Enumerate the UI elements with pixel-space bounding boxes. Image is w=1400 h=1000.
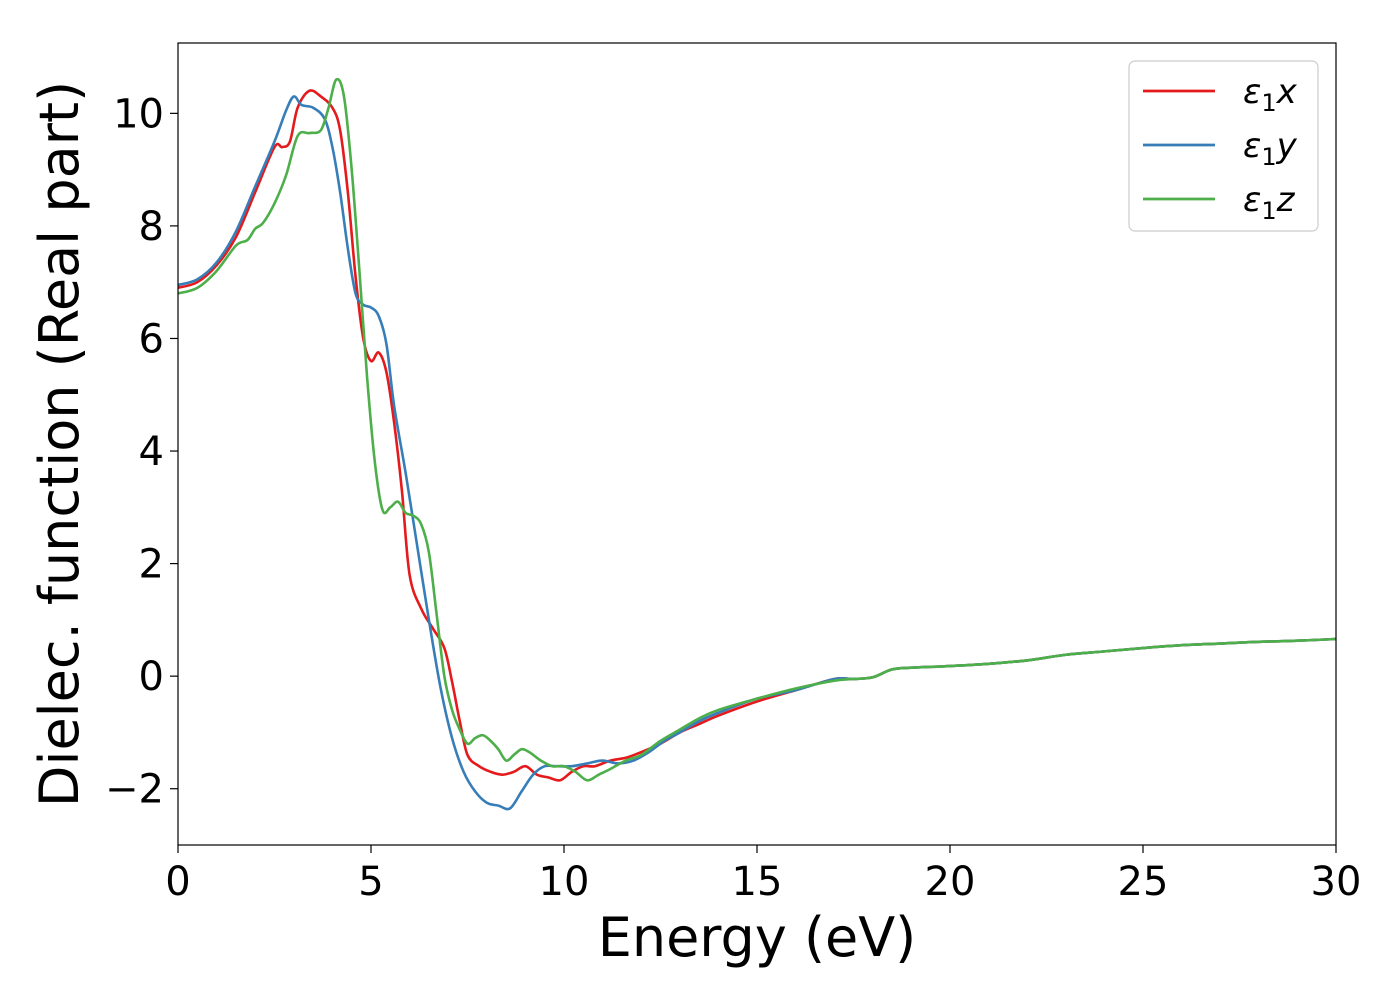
series-layer <box>178 77 1336 811</box>
x-tick-label: 0 <box>165 859 190 905</box>
x-tick-label: 20 <box>925 859 976 905</box>
y-tick-label: 10 <box>113 91 164 137</box>
legend-item-x: ε1x <box>1143 72 1298 117</box>
x-tick-label: 30 <box>1311 859 1362 905</box>
legend-label: ε1z <box>1243 180 1296 225</box>
x-tick-label: 15 <box>732 859 783 905</box>
x-tick-label: 5 <box>358 859 383 905</box>
x-tick-label: 25 <box>1118 859 1169 905</box>
legend-box <box>1128 60 1319 232</box>
y-tick-label: 6 <box>139 316 164 362</box>
x-axis-ticks: 0 5 10 15 20 25 30 <box>165 845 1361 905</box>
x-axis-title: Energy (eV) <box>598 906 917 969</box>
y-axis-title: Dielec. function (Real part) <box>28 81 91 807</box>
legend: ε1x ε1y ε1z <box>1128 60 1319 232</box>
legend-item-y: ε1y <box>1143 126 1298 171</box>
legend-label: ε1y <box>1243 126 1298 171</box>
y-tick-label: 0 <box>139 654 164 700</box>
y-tick-label: 4 <box>139 429 164 475</box>
y-tick-label: 2 <box>139 542 164 588</box>
series-line-z <box>178 77 1336 782</box>
y-axis-ticks: −2 0 2 4 6 8 10 <box>105 91 178 813</box>
y-tick-label: −2 <box>105 767 164 813</box>
legend-label: ε1x <box>1243 72 1298 117</box>
x-tick-label: 10 <box>539 859 590 905</box>
legend-item-z: ε1z <box>1143 180 1296 225</box>
y-tick-label: 8 <box>139 204 164 250</box>
